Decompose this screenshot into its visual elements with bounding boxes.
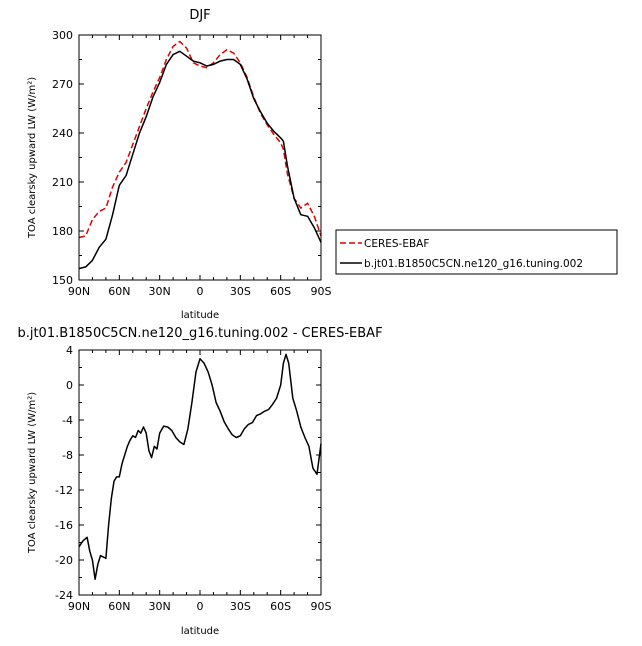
y-tick-label: -24 <box>55 589 73 602</box>
x-axis-label: latitude <box>181 626 219 637</box>
x-tick-label: 90S <box>311 285 332 298</box>
series-line-2-1 <box>78 353 322 581</box>
y-axis-label: TOA clearsky upward LW (W/m²) <box>27 77 38 239</box>
x-tick-label: 30N <box>149 600 171 613</box>
legend-label-2: b.jt01.B1850C5CN.ne120_g16.tuning.002 <box>364 258 583 270</box>
y-tick-label: -20 <box>55 554 73 567</box>
x-tick-label: 30S <box>230 285 251 298</box>
x-tick-label: 90N <box>68 600 90 613</box>
y-tick-label: -16 <box>55 519 73 532</box>
y-tick-label: 300 <box>52 29 73 42</box>
legend-label-1: CERES-EBAF <box>364 238 429 250</box>
y-tick-label: 4 <box>66 344 73 357</box>
x-tick-label: 90S <box>311 600 332 613</box>
series-line-1-1 <box>78 40 322 239</box>
y-tick-label: 240 <box>52 127 73 140</box>
y-tick-label: 180 <box>52 225 73 238</box>
x-tick-label: 60N <box>108 285 130 298</box>
x-tick-label: 0 <box>197 285 204 298</box>
chart-title-2: b.jt01.B1850C5CN.ne120_g16.tuning.002 - … <box>17 326 382 341</box>
series-line-1-2 <box>78 50 322 270</box>
x-tick-label: 90N <box>68 285 90 298</box>
x-tick-label: 30N <box>149 285 171 298</box>
x-tick-label: 60S <box>270 600 291 613</box>
chart-panel-2: b.jt01.B1850C5CN.ne120_g16.tuning.002 - … <box>17 326 382 637</box>
y-tick-label: 210 <box>52 176 73 189</box>
chart-panel-1: DJF 90N 60N 30N 0 30S 60S 90S 150 180 210 240 270 300… <box>27 8 332 321</box>
plot-frame-2 <box>78 349 322 596</box>
legend-box <box>335 229 618 275</box>
y-tick-label: -8 <box>62 449 73 462</box>
chart-title-1: DJF <box>189 8 210 23</box>
y-tick-label: -4 <box>62 414 73 427</box>
y-tick-label: -12 <box>55 484 73 497</box>
x-tick-label: 60N <box>108 600 130 613</box>
y-tick-label: 150 <box>52 274 73 287</box>
x-tick-label: 60S <box>270 285 291 298</box>
x-tick-label: 30S <box>230 600 251 613</box>
x-axis-label: latitude <box>181 310 219 321</box>
y-tick-label: 270 <box>52 78 73 91</box>
x-tick-label: 0 <box>197 600 204 613</box>
y-tick-label: 0 <box>66 379 73 392</box>
y-axis-label: TOA clearsky upward LW (W/m²) <box>27 392 38 554</box>
legend: CERES-EBAF b.jt01.B1850C5CN.ne120_g16.tun… <box>335 229 618 275</box>
